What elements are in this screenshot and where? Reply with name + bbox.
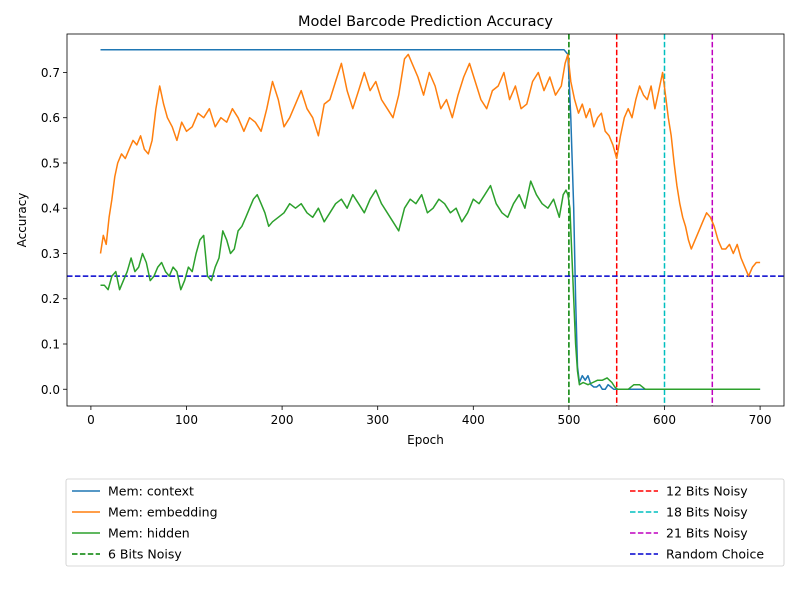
y-tick-label: 0.1 <box>41 338 60 352</box>
legend-label-18-bits-noisy: 18 Bits Noisy <box>666 505 748 520</box>
chart-title: Model Barcode Prediction Accuracy <box>298 14 553 30</box>
legend-label-12-bits-noisy: 12 Bits Noisy <box>666 484 748 499</box>
x-tick-label: 200 <box>271 413 294 427</box>
y-axis-label: Accuracy <box>15 193 29 248</box>
y-tick-label: 0.0 <box>41 383 60 397</box>
legend-frame <box>65 478 785 567</box>
x-tick-label: 300 <box>366 413 389 427</box>
y-tick-label: 0.6 <box>41 111 60 125</box>
series-line-mem-hidden <box>100 180 761 391</box>
x-tick-label: 700 <box>749 413 772 427</box>
series-line-mem-embedding <box>99 53 761 277</box>
legend-label-mem-embedding: Mem: embedding <box>108 505 218 520</box>
x-tick-label: 100 <box>175 413 198 427</box>
x-tick-label: 0 <box>87 413 95 427</box>
legend-label-6-bits-noisy: 6 Bits Noisy <box>108 547 182 562</box>
x-axis-label: Epoch <box>407 433 444 447</box>
legend-label-mem-hidden: Mem: hidden <box>108 526 190 541</box>
x-tick-label: 600 <box>653 413 676 427</box>
x-tick-label: 500 <box>557 413 580 427</box>
y-tick-label: 0.2 <box>41 292 60 306</box>
plot-area-frame <box>66 33 785 407</box>
y-tick-label: 0.4 <box>41 202 60 216</box>
y-tick-label: 0.5 <box>41 156 60 170</box>
y-tick-label: 0.3 <box>41 247 60 261</box>
legend-label-mem-context: Mem: context <box>108 484 194 499</box>
legend: Mem: context Mem: embedding Mem: hidden 6 B… <box>65 478 785 567</box>
series-lines <box>99 49 761 391</box>
x-axis: 0 100 200 300 400 500 600 700 <box>87 406 772 427</box>
legend-label-21-bits-noisy: 21 Bits Noisy <box>666 526 748 541</box>
legend-label-random-choice: Random Choice <box>666 547 764 562</box>
y-axis: 0.0 0.1 0.2 0.3 0.4 0.5 0.6 0.7 <box>41 66 67 397</box>
series-line-mem-context <box>100 49 761 391</box>
x-tick-label: 400 <box>462 413 485 427</box>
y-tick-label: 0.7 <box>41 66 60 80</box>
